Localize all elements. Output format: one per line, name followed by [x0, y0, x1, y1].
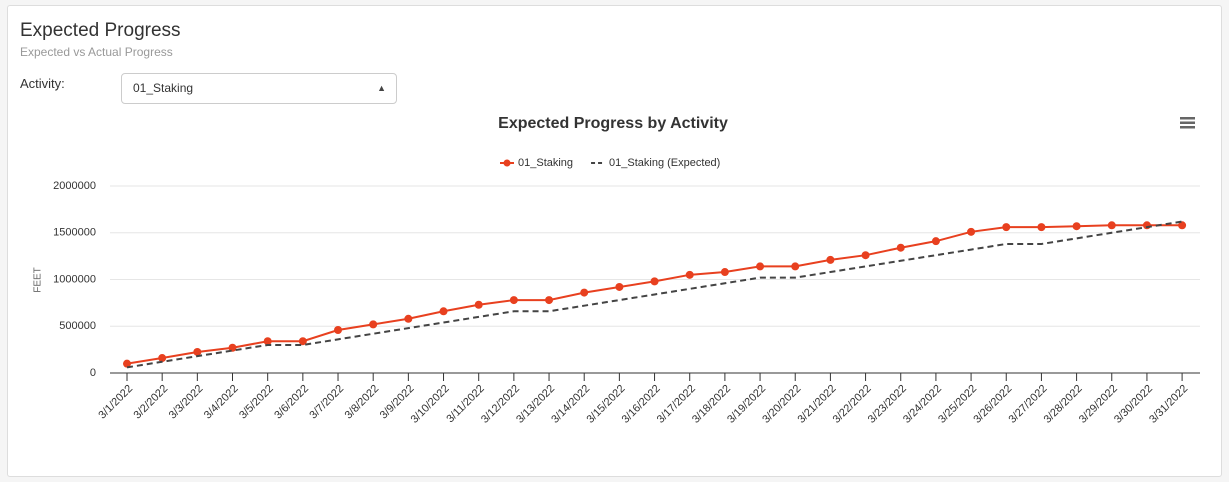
data-point: [509, 296, 518, 305]
data-point: [1037, 223, 1046, 232]
y-tick-label: 0: [90, 367, 96, 379]
card: Expected Progress Expected vs Actual Pro…: [7, 5, 1222, 477]
filter-label: Activity:: [20, 76, 65, 91]
page-title: Expected Progress: [20, 20, 181, 41]
x-tick-label: 3/10/2022: [409, 383, 452, 426]
data-point: [791, 262, 800, 271]
y-tick-label: 1000000: [53, 273, 96, 285]
legend-marker: [503, 159, 511, 167]
series-line: [126, 220, 1183, 369]
data-point: [474, 300, 483, 309]
data-point: [298, 337, 307, 346]
x-tick-label: 3/31/2022: [1147, 383, 1190, 426]
legend-label: 01_Staking (Expected): [609, 157, 720, 169]
page-subtitle: Expected vs Actual Progress: [20, 45, 173, 59]
x-tick-label: 3/1/2022: [96, 383, 135, 422]
select-value: 01_Staking: [133, 81, 194, 95]
y-tick-label: 500000: [59, 320, 96, 332]
data-point: [1002, 223, 1011, 232]
data-point: [1178, 221, 1187, 230]
data-point: [931, 237, 940, 246]
x-tick-label: 3/8/2022: [343, 383, 382, 422]
data-point: [404, 314, 413, 323]
legend-item[interactable]: 01_Staking: [500, 157, 573, 169]
data-point: [826, 255, 835, 264]
data-point: [123, 359, 131, 368]
data-point: [580, 288, 589, 297]
chart-title: Expected Progress by Activity: [498, 115, 728, 132]
x-tick-label: 3/5/2022: [237, 383, 276, 422]
menu-bar: [1180, 121, 1195, 124]
data-point: [263, 337, 272, 346]
data-point: [967, 227, 976, 236]
data-point: [650, 277, 659, 286]
data-point: [1072, 222, 1081, 231]
data-point: [439, 307, 448, 316]
select-arrow: ▲: [377, 83, 386, 93]
data-point: [861, 251, 870, 260]
data-point: [193, 347, 202, 356]
data-point: [1107, 221, 1116, 230]
data-point: [334, 325, 343, 334]
menu-bar: [1180, 126, 1195, 129]
data-point: [720, 268, 729, 277]
data-point: [756, 262, 765, 271]
data-point: [158, 354, 167, 363]
x-tick-label: 3/3/2022: [167, 383, 206, 422]
data-point: [369, 320, 378, 329]
x-tick-label: 3/2/2022: [132, 383, 171, 422]
y-tick-label: 2000000: [53, 180, 96, 192]
data-point: [545, 296, 554, 305]
legend-item[interactable]: 01_Staking (Expected): [591, 157, 720, 169]
activity-select[interactable]: 01_Staking ▲: [121, 73, 397, 104]
data-point: [615, 282, 624, 291]
x-tick-label: 3/6/2022: [272, 383, 311, 422]
data-point: [896, 243, 905, 252]
y-tick-label: 1500000: [53, 227, 96, 239]
data-point: [228, 343, 237, 352]
menu-button[interactable]: [1180, 117, 1195, 129]
y-axis-label: FEET: [33, 267, 44, 293]
legend-label: 01_Staking: [518, 157, 573, 169]
x-tick-label: 3/4/2022: [202, 383, 241, 422]
data-point: [685, 270, 694, 279]
x-tick-label: 3/7/2022: [307, 383, 346, 422]
menu-bar: [1180, 117, 1195, 120]
